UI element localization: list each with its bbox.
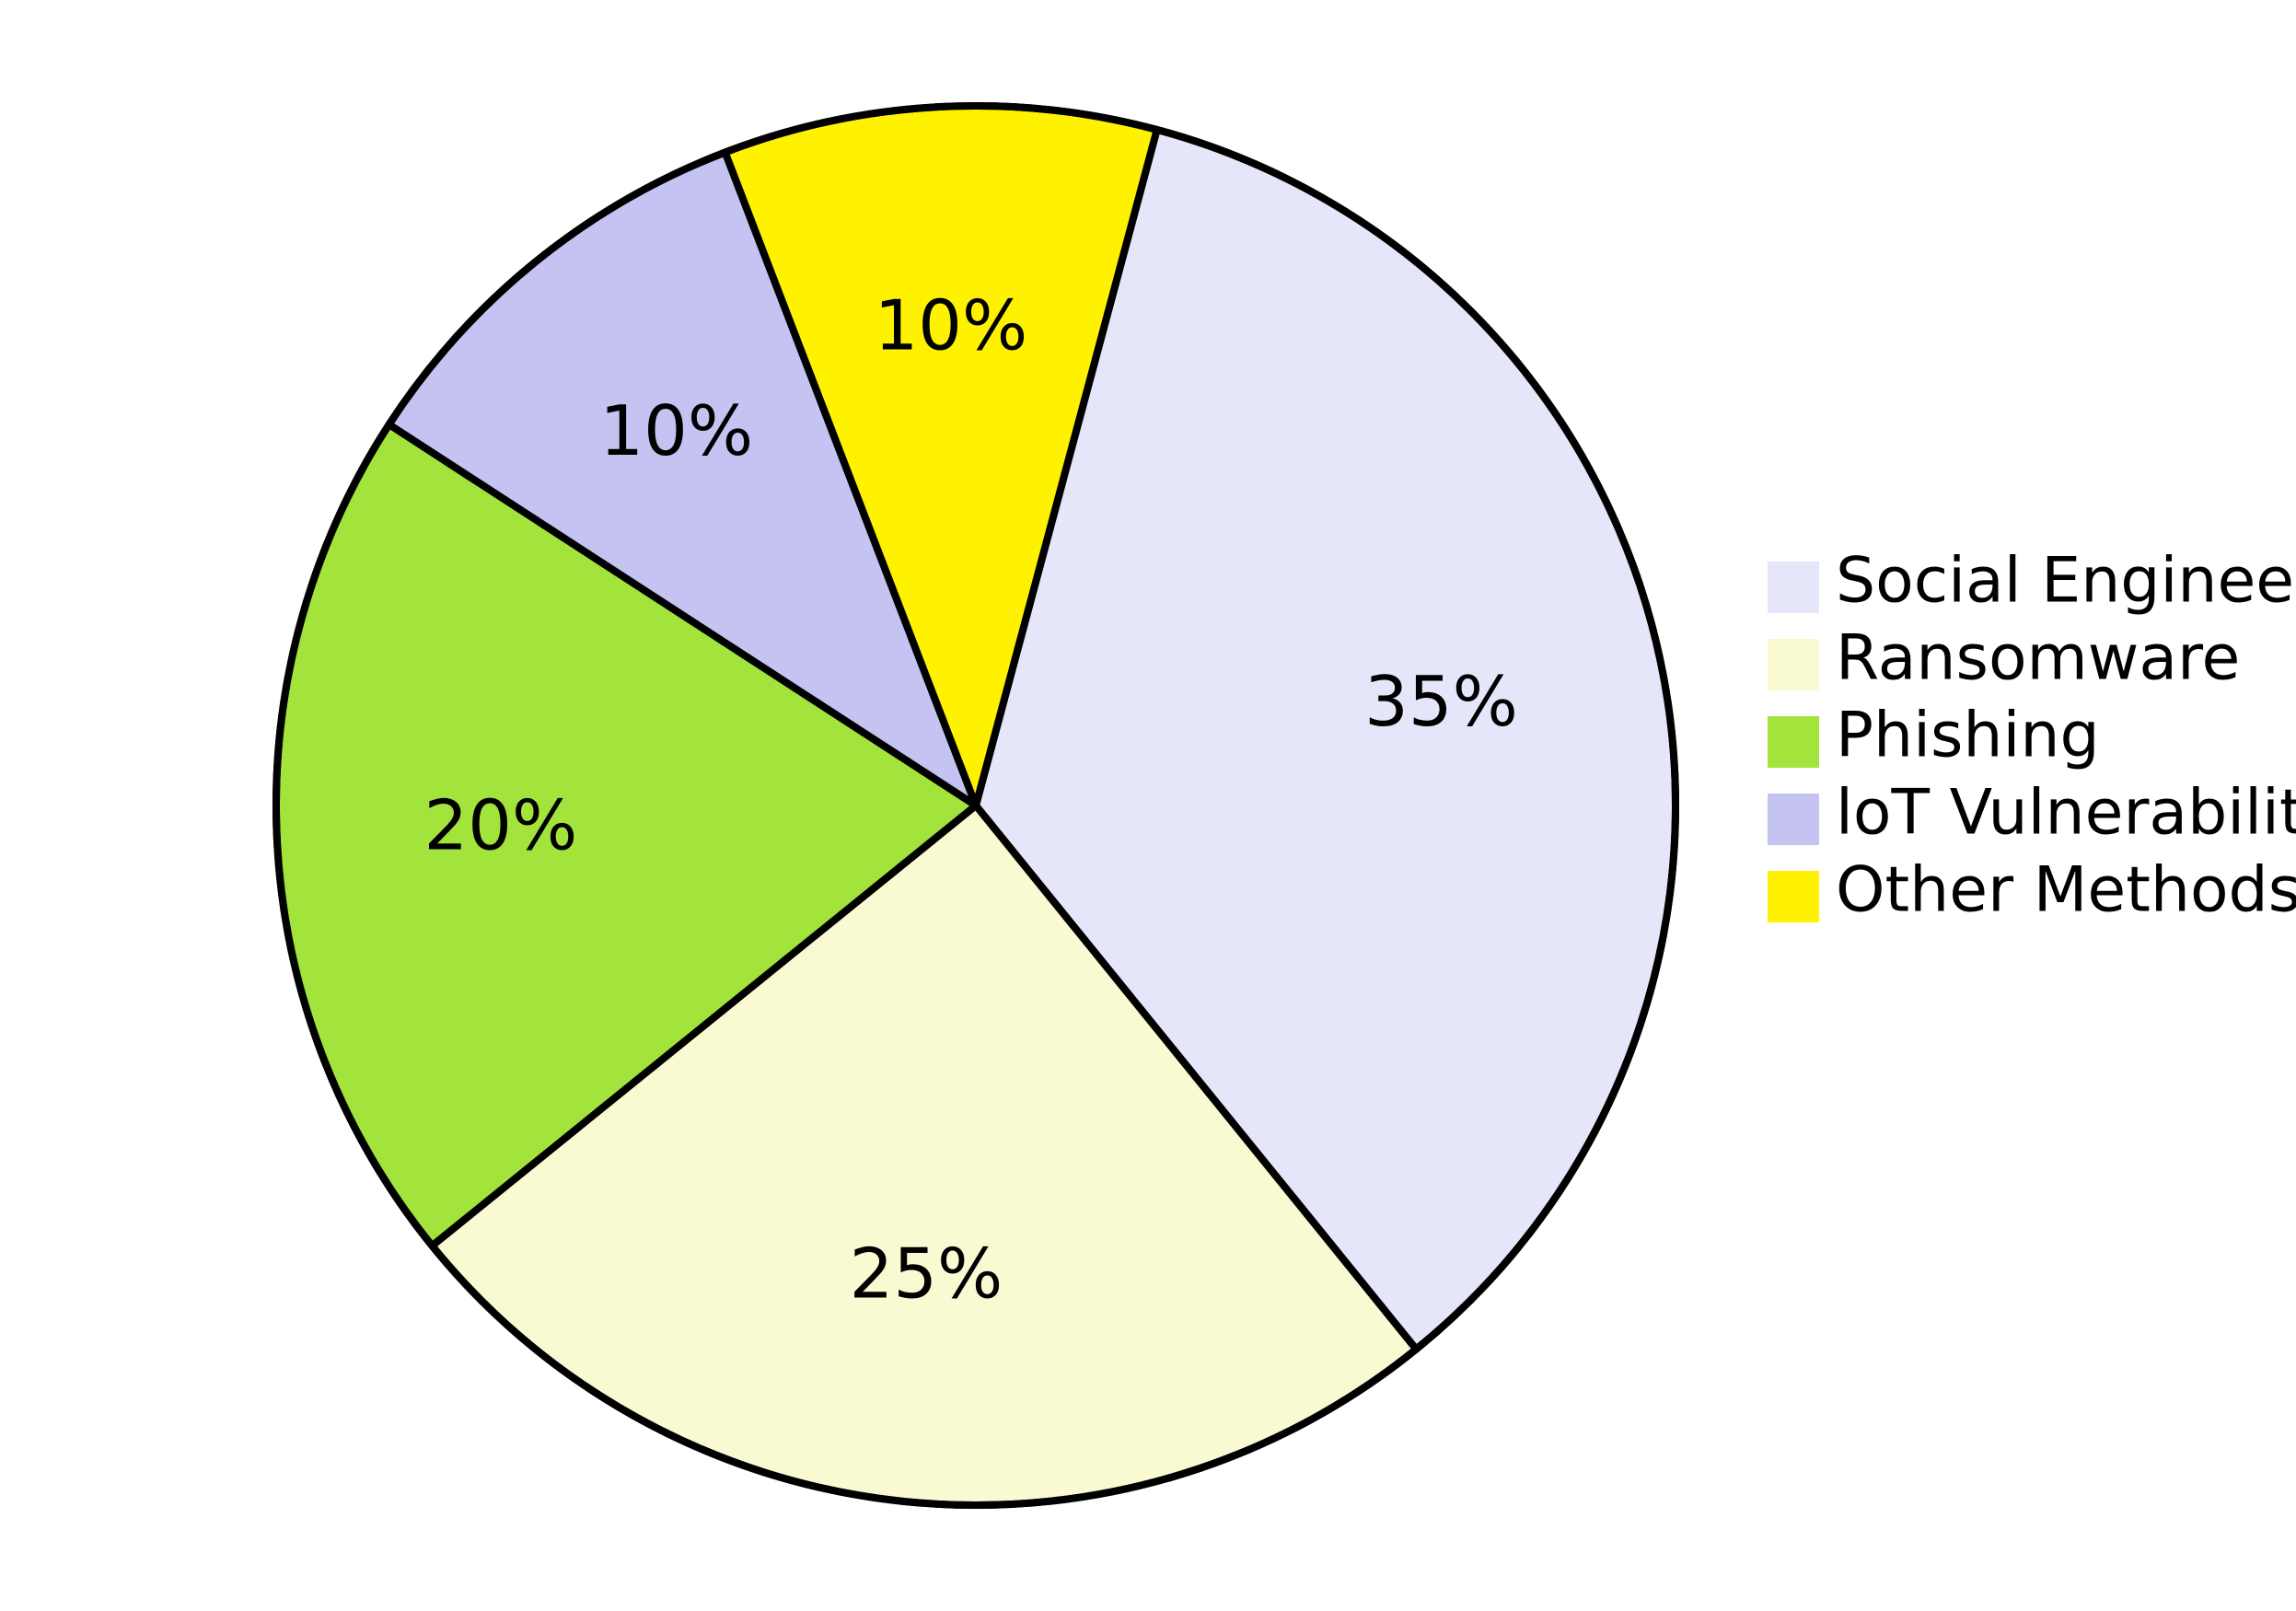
legend-label-3: loT Vulnerabilities [1836,777,2296,850]
legend-label-0: Social Engineering [1836,545,2296,618]
pie-chart-svg: 35% 25% 20% 10% 10% Social EngineeringRansomw… [0,0,2296,1611]
pie-slice-pct-3: 10% [599,390,753,471]
pie-slice-pct-2: 20% [424,785,578,866]
legend-label-1: Ransomware [1836,622,2240,695]
legend-label-4: Other Methods [1836,854,2296,927]
legend-swatch-1 [1768,639,1819,690]
pie-slice-pct-1: 25% [850,1233,1003,1314]
pie-chart-container: 35% 25% 20% 10% 10% Social EngineeringRansomw… [0,0,2296,1611]
pie-slice-pct-0: 35% [1364,661,1518,742]
legend-swatch-3 [1768,794,1819,845]
legend-label-2: Phishing [1836,700,2100,772]
pie-slice-pct-4: 10% [875,284,1028,365]
legend-swatch-0 [1768,562,1819,613]
legend-swatch-4 [1768,871,1819,922]
legend-swatch-2 [1768,716,1819,768]
